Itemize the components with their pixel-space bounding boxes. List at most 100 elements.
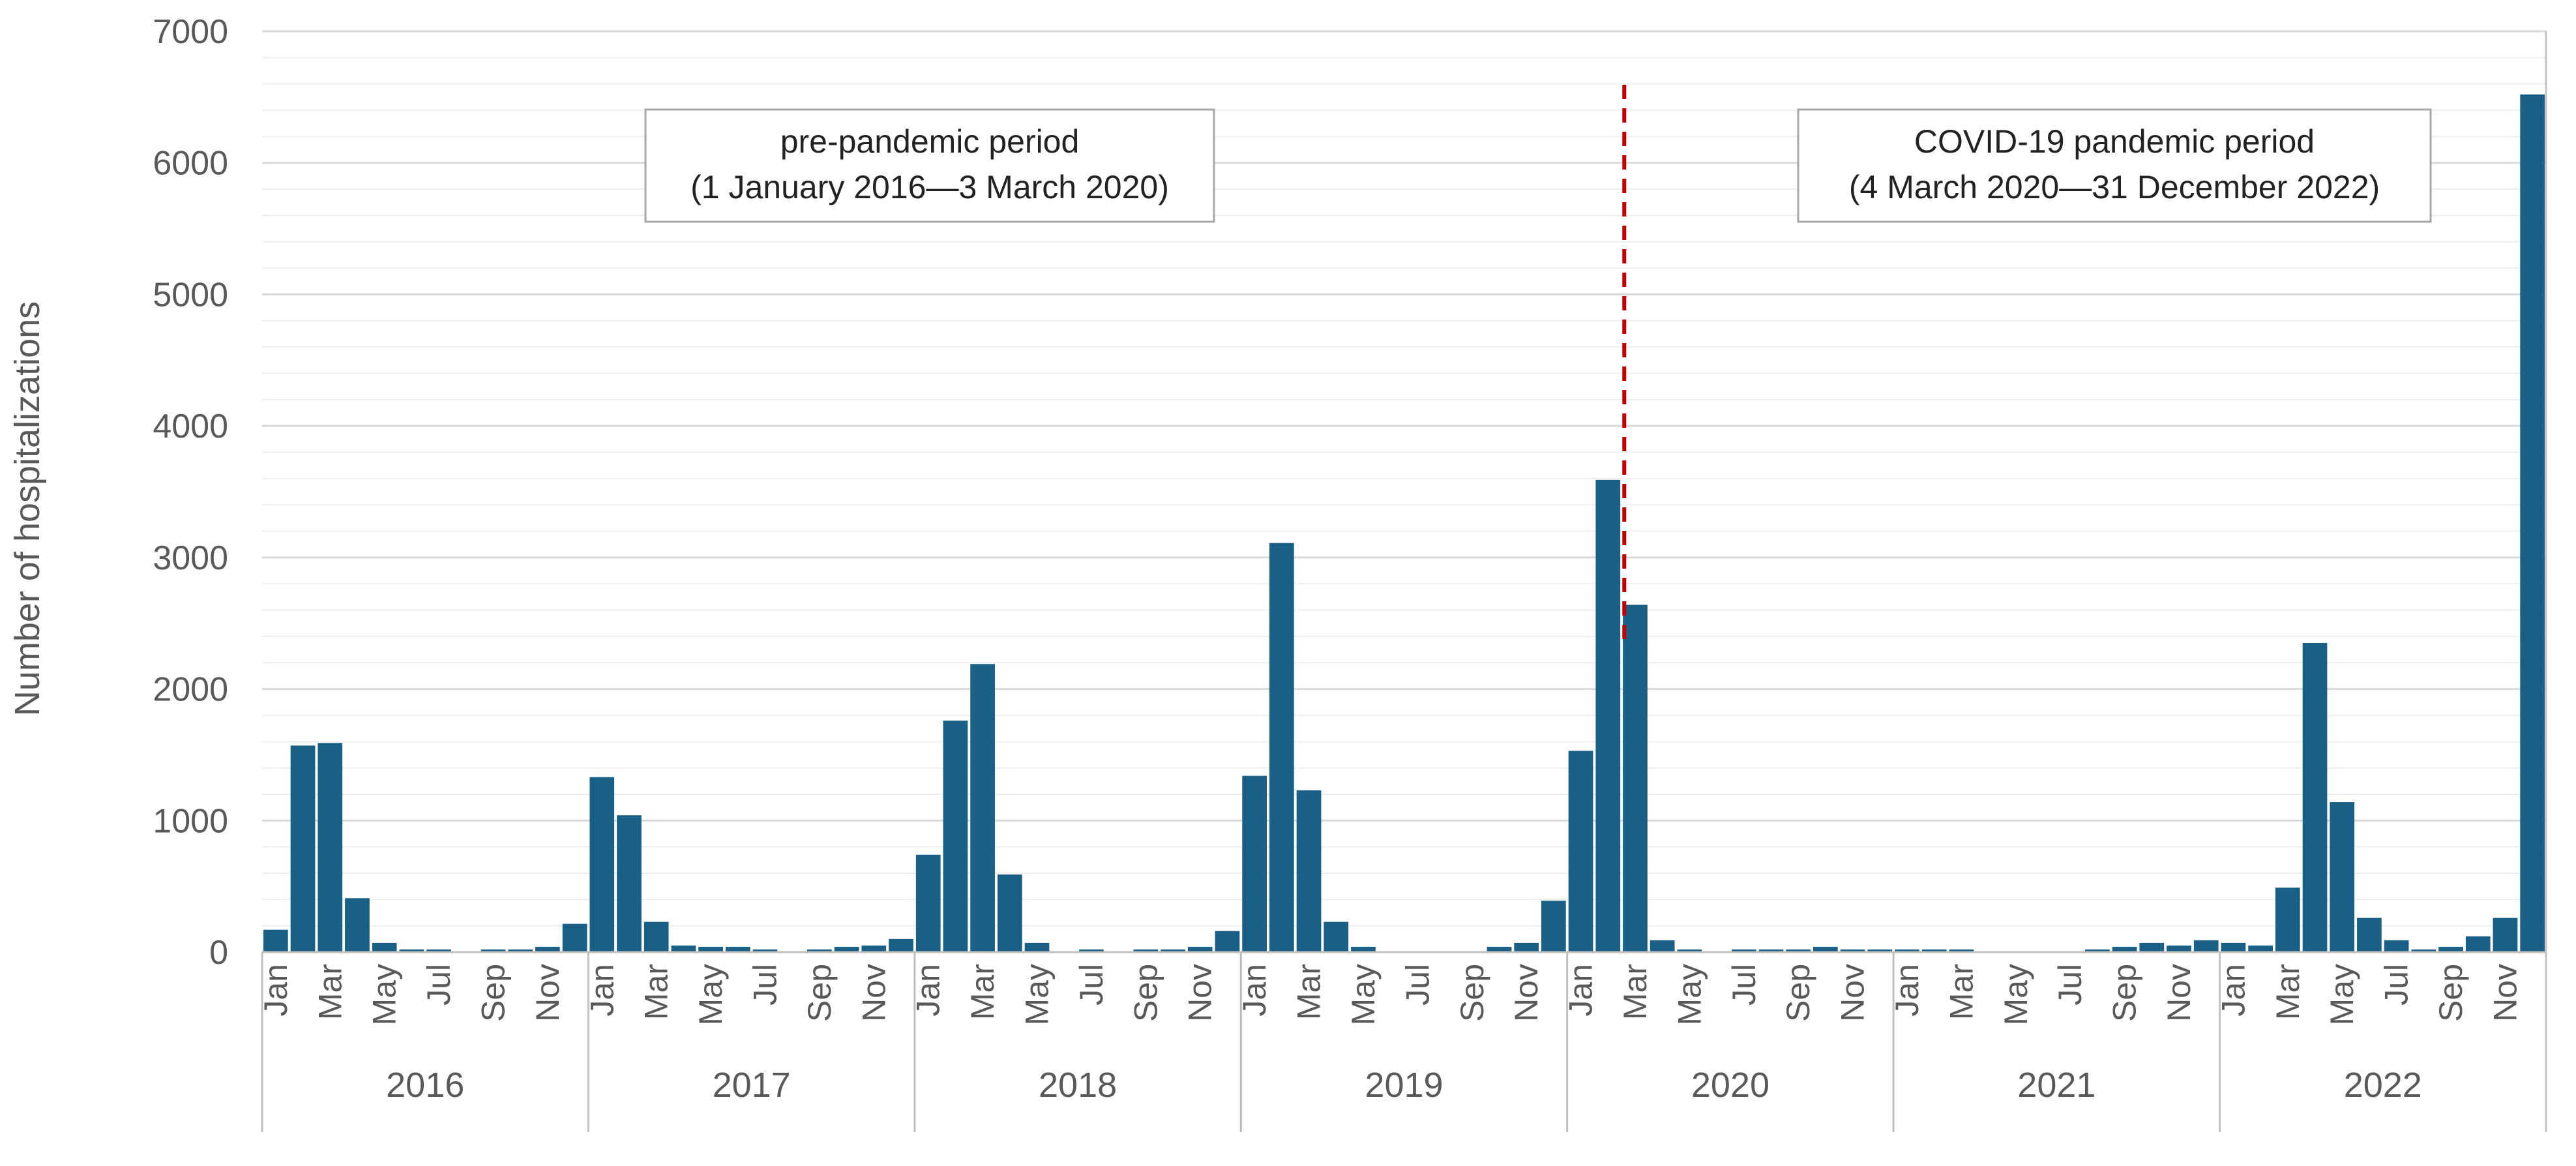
bar	[399, 949, 424, 952]
bar	[345, 898, 370, 952]
month-tick-label: Mar	[1291, 964, 1327, 1020]
month-tick-label: Sep	[1127, 964, 1164, 1022]
month-tick-label: Jan	[1889, 964, 1925, 1017]
bar	[2085, 949, 2110, 952]
month-tick-label: Jan	[258, 964, 294, 1017]
bar	[263, 929, 288, 952]
bar	[1324, 921, 1349, 952]
y-tick-label: 5000	[153, 276, 228, 314]
bar	[426, 949, 451, 952]
bar	[889, 938, 913, 952]
bar	[997, 874, 1022, 952]
bar	[1595, 479, 1621, 952]
bar	[589, 777, 615, 952]
bar	[1269, 543, 1294, 952]
bar	[1242, 775, 1267, 952]
month-tick-label: Mar	[2270, 964, 2306, 1020]
bar	[671, 945, 696, 952]
bar	[2167, 945, 2191, 952]
bar	[1895, 949, 1919, 952]
bar	[1187, 946, 1213, 952]
month-tick-label: May	[1671, 964, 1708, 1025]
month-tick-label: Jan	[584, 964, 620, 1017]
bar	[2302, 642, 2328, 952]
bar	[481, 949, 506, 952]
y-axis-title: Number of hospitalizations	[8, 301, 47, 716]
month-tick-label: Sep	[475, 964, 511, 1022]
bar	[1351, 946, 1376, 952]
bar	[1296, 790, 1322, 952]
month-tick-label: Jul	[2052, 964, 2088, 1006]
annotation-dates: (1 January 2016—3 March 2020)	[690, 169, 1169, 205]
y-tick-label: 6000	[153, 145, 228, 183]
month-tick-label: Jan	[1236, 964, 1273, 1017]
bar	[2493, 918, 2518, 952]
month-tick-label: Nov	[1182, 964, 1219, 1022]
month-tick-label: Jul	[1726, 964, 1762, 1006]
bar	[1650, 940, 1675, 952]
y-axis-ticks: 0 1000 2000 3000 4000 5000 6000 7000	[153, 13, 228, 972]
month-tick-label: Jan	[910, 964, 947, 1017]
month-tick-label: Jul	[747, 964, 783, 1006]
month-tick-label: Jul	[2378, 964, 2415, 1006]
month-tick-label: Nov	[2487, 964, 2523, 1022]
bar	[1161, 949, 1185, 952]
bar	[1514, 942, 1539, 952]
month-tick-label: Jan	[1563, 964, 1599, 1017]
bars	[263, 94, 2545, 952]
bar	[1840, 949, 1865, 952]
bar	[1079, 949, 1104, 952]
y-tick-label: 2000	[153, 671, 228, 709]
month-tick-label: May	[692, 964, 729, 1025]
bar	[1487, 946, 1512, 952]
month-tick-label: Sep	[2107, 964, 2143, 1022]
bar	[644, 921, 669, 952]
x-axis-labels: Jan Mar May Jul Sep Nov Jan Mar May Jul Sep Nov Jan M…	[258, 964, 2524, 1105]
bar	[1786, 949, 1811, 952]
bar	[861, 945, 887, 952]
y-tick-label: 1000	[153, 802, 228, 840]
bar	[2193, 940, 2219, 952]
annotation-title: pre-pandemic period	[780, 123, 1080, 160]
month-tick-label: Jan	[2215, 964, 2251, 1017]
bar	[1731, 949, 1756, 952]
year-label: 2022	[2344, 1066, 2422, 1105]
bar	[1677, 949, 1702, 952]
y-tick-label: 3000	[153, 539, 228, 577]
bar	[1867, 949, 1893, 952]
annotation-box	[1797, 108, 2432, 223]
bar	[617, 815, 642, 952]
bar	[915, 854, 941, 952]
bar	[2139, 942, 2165, 952]
month-tick-label: May	[1019, 964, 1056, 1025]
bar	[535, 946, 560, 952]
year-label: 2018	[1039, 1066, 1117, 1105]
year-label: 2016	[386, 1066, 464, 1105]
bar	[372, 942, 397, 952]
bar	[1623, 605, 1648, 952]
month-tick-label: May	[1345, 964, 1382, 1025]
annotation-box	[644, 108, 1215, 223]
bar	[290, 745, 316, 952]
bar	[1758, 949, 1784, 952]
month-tick-label: Nov	[529, 964, 566, 1022]
month-tick-label: Jul	[1073, 964, 1110, 1006]
month-tick-label: May	[1998, 964, 2034, 1025]
bar	[1215, 931, 1240, 952]
month-tick-label: Jul	[421, 964, 457, 1006]
month-tick-label: Sep	[2433, 964, 2469, 1022]
month-tick-label: Mar	[964, 964, 1001, 1020]
month-tick-label: Mar	[638, 964, 675, 1020]
bar	[2248, 945, 2273, 952]
year-label: 2020	[1691, 1066, 1769, 1105]
month-tick-label: Nov	[1508, 964, 1545, 1022]
month-tick-label: Mar	[312, 964, 348, 1020]
bar	[807, 949, 832, 952]
axis-frame	[261, 31, 2547, 1132]
y-tick-label: 0	[209, 934, 228, 972]
month-tick-label: Mar	[1943, 964, 1979, 1020]
year-label: 2019	[1365, 1066, 1443, 1105]
bar	[2520, 94, 2545, 952]
month-tick-label: May	[2324, 964, 2360, 1025]
